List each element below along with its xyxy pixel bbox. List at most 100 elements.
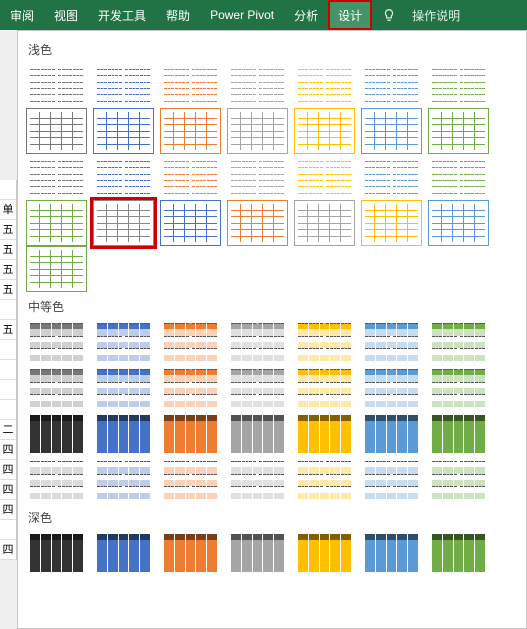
pivot-style-thumb[interactable] [428, 200, 489, 246]
pivot-style-thumb[interactable] [26, 457, 87, 503]
row-header-cell: 四 [0, 440, 16, 460]
pivot-style-thumb[interactable] [294, 411, 355, 457]
pivot-style-thumb[interactable] [428, 319, 489, 365]
pivot-style-gallery: 浅色中等色深色 [17, 30, 527, 629]
pivot-style-thumb[interactable] [428, 411, 489, 457]
pivot-style-thumb[interactable] [26, 154, 87, 200]
pivot-style-thumb[interactable] [361, 411, 422, 457]
pivot-style-thumb[interactable] [93, 154, 154, 200]
pivot-style-thumb[interactable] [26, 246, 87, 292]
pivot-style-thumb[interactable] [26, 200, 87, 246]
row-header-cell [0, 180, 16, 200]
pivot-style-thumb[interactable] [361, 457, 422, 503]
row-header-cell [0, 300, 16, 320]
pivot-style-thumb[interactable] [160, 457, 221, 503]
pivot-style-thumb[interactable] [93, 62, 154, 108]
row-header-cell [0, 380, 16, 400]
pivot-style-thumb[interactable] [227, 365, 288, 411]
pivot-style-thumb[interactable] [428, 530, 489, 576]
pivot-style-thumb[interactable] [160, 154, 221, 200]
pivot-style-thumb[interactable] [428, 365, 489, 411]
row-header-cell: 五 [0, 220, 16, 240]
pivot-style-thumb[interactable] [227, 62, 288, 108]
row-header-cell: 二月 [0, 420, 16, 440]
gallery-row [26, 365, 518, 411]
pivot-style-thumb[interactable] [93, 365, 154, 411]
ribbon-tab-Power Pivot[interactable]: Power Pivot [200, 0, 284, 30]
row-header-cell: 四 [0, 460, 16, 480]
pivot-style-thumb[interactable] [26, 62, 87, 108]
pivot-style-thumb[interactable] [361, 200, 422, 246]
gallery-row [26, 108, 518, 154]
pivot-style-thumb[interactable] [227, 411, 288, 457]
pivot-style-thumb[interactable] [294, 108, 355, 154]
pivot-style-thumb[interactable] [160, 108, 221, 154]
lightbulb-icon [372, 0, 402, 30]
pivot-style-thumb[interactable] [93, 108, 154, 154]
pivot-style-thumb[interactable] [428, 154, 489, 200]
pivot-style-thumb[interactable] [361, 154, 422, 200]
gallery-row [26, 530, 518, 576]
pivot-style-thumb[interactable] [160, 62, 221, 108]
pivot-style-thumb[interactable] [361, 530, 422, 576]
ribbon-tab-开发工具[interactable]: 开发工具 [88, 0, 156, 30]
gallery-row [26, 62, 518, 108]
row-header-cell: 五 [0, 260, 16, 280]
row-header-cell: 四 [0, 500, 16, 520]
pivot-style-thumb[interactable] [294, 530, 355, 576]
worksheet-row-headers: 单价五五五五五月二月四四四四四月 [0, 180, 17, 560]
gallery-section-label: 中等色 [26, 292, 518, 319]
gallery-row [26, 246, 518, 292]
pivot-style-thumb[interactable] [93, 530, 154, 576]
pivot-style-thumb[interactable] [160, 411, 221, 457]
pivot-style-thumb[interactable] [160, 530, 221, 576]
pivot-style-thumb[interactable] [294, 319, 355, 365]
pivot-style-thumb[interactable] [428, 62, 489, 108]
pivot-style-thumb[interactable] [26, 411, 87, 457]
pivot-style-thumb[interactable] [294, 62, 355, 108]
pivot-style-thumb[interactable] [93, 200, 154, 246]
pivot-style-thumb[interactable] [160, 365, 221, 411]
pivot-style-thumb[interactable] [227, 200, 288, 246]
ribbon-tab-分析[interactable]: 分析 [284, 0, 328, 30]
pivot-style-thumb[interactable] [361, 319, 422, 365]
pivot-style-thumb[interactable] [93, 319, 154, 365]
pivot-style-thumb[interactable] [227, 457, 288, 503]
pivot-style-thumb[interactable] [160, 200, 221, 246]
pivot-style-thumb[interactable] [227, 154, 288, 200]
pivot-style-thumb[interactable] [361, 365, 422, 411]
pivot-style-thumb[interactable] [361, 62, 422, 108]
pivot-style-thumb[interactable] [361, 108, 422, 154]
pivot-style-thumb[interactable] [294, 154, 355, 200]
pivot-style-thumb[interactable] [160, 319, 221, 365]
row-header-cell: 五 [0, 280, 16, 300]
row-header-cell: 四月 [0, 540, 16, 560]
pivot-style-thumb[interactable] [227, 530, 288, 576]
pivot-style-thumb[interactable] [227, 319, 288, 365]
row-header-cell: 五 [0, 240, 16, 260]
pivot-style-thumb[interactable] [428, 108, 489, 154]
row-header-cell: 四 [0, 480, 16, 500]
ribbon-tab-设计[interactable]: 设计 [328, 0, 372, 30]
pivot-style-thumb[interactable] [294, 457, 355, 503]
pivot-style-thumb[interactable] [227, 108, 288, 154]
pivot-style-thumb[interactable] [26, 319, 87, 365]
pivot-style-thumb[interactable] [93, 411, 154, 457]
ribbon-tab-帮助[interactable]: 帮助 [156, 0, 200, 30]
pivot-style-thumb[interactable] [26, 530, 87, 576]
pivot-style-thumb[interactable] [26, 108, 87, 154]
gallery-row [26, 411, 518, 457]
pivot-style-thumb[interactable] [428, 457, 489, 503]
gallery-section-label: 深色 [26, 503, 518, 530]
pivot-style-thumb[interactable] [93, 457, 154, 503]
tell-me[interactable]: 操作说明 [402, 0, 470, 30]
pivot-style-thumb[interactable] [294, 365, 355, 411]
row-header-cell [0, 360, 16, 380]
row-header-cell: 五月 [0, 320, 16, 340]
row-header-cell: 单价 [0, 200, 16, 220]
ribbon-tab-视图[interactable]: 视图 [44, 0, 88, 30]
row-header-cell [0, 400, 16, 420]
pivot-style-thumb[interactable] [294, 200, 355, 246]
pivot-style-thumb[interactable] [26, 365, 87, 411]
ribbon-tab-审阅[interactable]: 审阅 [0, 0, 44, 30]
